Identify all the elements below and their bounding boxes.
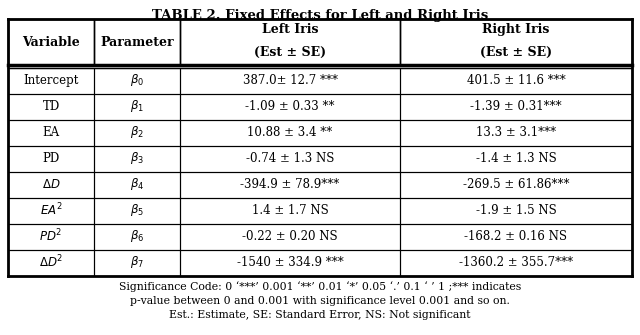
Text: Right Iris: Right Iris — [483, 23, 550, 36]
Text: TD: TD — [42, 100, 60, 113]
Bar — [180, 250, 400, 275]
Text: $\beta_2$: $\beta_2$ — [130, 125, 144, 140]
Text: 1.4 ± 1.7 NS: 1.4 ± 1.7 NS — [252, 204, 328, 217]
Text: -269.5 ± 61.86***: -269.5 ± 61.86*** — [463, 178, 569, 191]
Text: -0.22 ± 0.20 NS: -0.22 ± 0.20 NS — [242, 230, 338, 243]
Text: $\beta_0$: $\beta_0$ — [130, 72, 144, 88]
Bar — [400, 67, 632, 93]
Bar — [94, 198, 180, 223]
Bar — [180, 93, 400, 120]
Text: -394.9 ± 78.9***: -394.9 ± 78.9*** — [241, 178, 340, 191]
Text: $\Delta D^2$: $\Delta D^2$ — [39, 254, 63, 271]
Text: $\beta_6$: $\beta_6$ — [130, 228, 144, 245]
Text: EA: EA — [42, 126, 60, 139]
Text: TABLE 2. Fixed Effects for Left and Right Iris: TABLE 2. Fixed Effects for Left and Righ… — [152, 9, 488, 22]
Bar — [94, 67, 180, 93]
Bar — [8, 145, 94, 172]
Bar — [180, 145, 400, 172]
Text: $EA^2$: $EA^2$ — [40, 202, 63, 219]
Bar — [94, 145, 180, 172]
Text: $\beta_5$: $\beta_5$ — [130, 202, 144, 218]
Bar — [94, 172, 180, 198]
Bar — [8, 198, 94, 223]
Bar — [400, 145, 632, 172]
Text: -1.9 ± 1.5 NS: -1.9 ± 1.5 NS — [476, 204, 556, 217]
Text: -1540 ± 334.9 ***: -1540 ± 334.9 *** — [237, 256, 344, 269]
Text: -1360.2 ± 355.7***: -1360.2 ± 355.7*** — [459, 256, 573, 269]
Bar — [400, 198, 632, 223]
Bar — [400, 223, 632, 250]
Bar — [400, 19, 632, 65]
Bar — [180, 198, 400, 223]
Bar — [8, 172, 94, 198]
Text: $PD^2$: $PD^2$ — [39, 228, 63, 245]
Text: -1.09 ± 0.33 **: -1.09 ± 0.33 ** — [245, 100, 335, 113]
Bar — [8, 250, 94, 275]
Bar — [400, 250, 632, 275]
Bar — [94, 223, 180, 250]
Text: -1.39 ± 0.31***: -1.39 ± 0.31*** — [470, 100, 562, 113]
Text: PD: PD — [42, 152, 60, 165]
Text: -0.74 ± 1.3 NS: -0.74 ± 1.3 NS — [246, 152, 334, 165]
Text: $\beta_1$: $\beta_1$ — [130, 98, 144, 115]
Bar — [94, 250, 180, 275]
Text: Est.: Estimate, SE: Standard Error, NS: Not significant: Est.: Estimate, SE: Standard Error, NS: … — [169, 310, 471, 320]
Bar — [400, 120, 632, 145]
Bar — [180, 172, 400, 198]
Bar — [8, 223, 94, 250]
Bar — [8, 67, 94, 93]
Bar — [180, 120, 400, 145]
Text: -1.4 ± 1.3 NS: -1.4 ± 1.3 NS — [476, 152, 556, 165]
Bar — [8, 19, 94, 65]
Text: $\beta_4$: $\beta_4$ — [130, 177, 144, 193]
Bar — [180, 223, 400, 250]
Text: 401.5 ± 11.6 ***: 401.5 ± 11.6 *** — [467, 74, 565, 87]
Text: (Est ± SE): (Est ± SE) — [480, 46, 552, 59]
Text: Parameter: Parameter — [100, 36, 174, 49]
Text: $\Delta D$: $\Delta D$ — [42, 178, 60, 191]
Text: 13.3 ± 3.1***: 13.3 ± 3.1*** — [476, 126, 556, 139]
Bar — [94, 93, 180, 120]
Bar — [180, 19, 400, 65]
Bar — [400, 172, 632, 198]
Text: $\beta_7$: $\beta_7$ — [130, 255, 144, 270]
Text: p-value between 0 and 0.001 with significance level 0.001 and so on.: p-value between 0 and 0.001 with signifi… — [130, 295, 510, 306]
Bar — [8, 120, 94, 145]
Text: -168.2 ± 0.16 NS: -168.2 ± 0.16 NS — [465, 230, 568, 243]
Text: $\beta_3$: $\beta_3$ — [130, 150, 144, 166]
Bar — [94, 120, 180, 145]
Bar — [400, 93, 632, 120]
Bar — [8, 93, 94, 120]
Text: (Est ± SE): (Est ± SE) — [254, 46, 326, 59]
Bar — [180, 67, 400, 93]
Bar — [94, 19, 180, 65]
Text: Left Iris: Left Iris — [262, 23, 318, 36]
Text: 387.0± 12.7 ***: 387.0± 12.7 *** — [243, 74, 337, 87]
Text: Intercept: Intercept — [24, 74, 79, 87]
Text: Significance Code: 0 ‘***’ 0.001 ‘**’ 0.01 ‘*’ 0.05 ‘.’ 0.1 ‘ ’ 1 ;*** indicates: Significance Code: 0 ‘***’ 0.001 ‘**’ 0.… — [119, 281, 521, 292]
Text: Variable: Variable — [22, 36, 80, 49]
Text: 10.88 ± 3.4 **: 10.88 ± 3.4 ** — [248, 126, 333, 139]
